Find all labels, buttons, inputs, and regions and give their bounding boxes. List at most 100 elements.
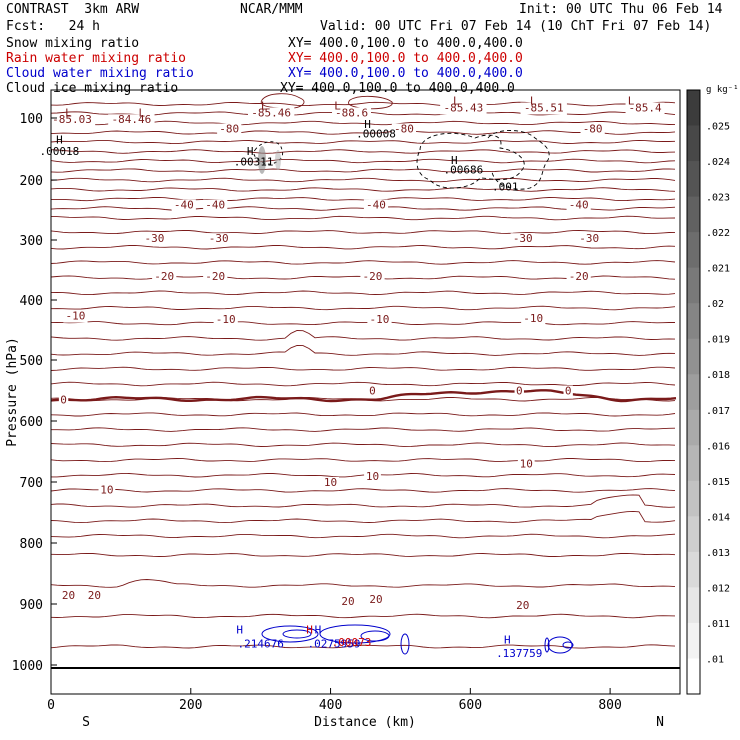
colorbar-label: .014	[706, 512, 730, 523]
x-tick-label: 0	[47, 698, 55, 713]
colorbar-segment	[687, 303, 700, 340]
tropopause-contour	[348, 95, 393, 110]
title-left: CONTRAST 3km ARW	[6, 2, 140, 17]
contour-label: H	[247, 145, 254, 158]
label-background	[85, 589, 103, 602]
cloud-water-contour	[562, 641, 574, 649]
label-background	[580, 123, 605, 136]
contour-label: -85.51	[524, 102, 564, 115]
y-tick-label: 400	[20, 294, 43, 309]
contour-label: -80	[219, 123, 239, 136]
label-background	[566, 271, 591, 283]
cloud-water-contour	[400, 633, 410, 655]
contour-label: L	[334, 99, 341, 112]
label-background	[63, 310, 88, 323]
cloud-water-contour	[544, 637, 550, 653]
colorbar-label: .013	[706, 548, 730, 559]
label-background	[364, 470, 381, 483]
cloud-water-contour	[360, 630, 390, 642]
colorbar-segment	[687, 374, 700, 411]
label-background	[322, 477, 339, 489]
isotherm-line	[50, 613, 676, 619]
contour-label: 10	[100, 483, 113, 496]
contour-label: -10	[523, 312, 543, 325]
x-tick-label: 600	[459, 698, 482, 713]
contour-label: -20	[154, 270, 174, 283]
label-background	[171, 199, 196, 212]
label-background	[217, 123, 242, 136]
label-background	[203, 271, 228, 283]
colorbar-label: .012	[706, 583, 730, 594]
y-tick-label: 1000	[12, 659, 43, 674]
isotherm-line	[50, 244, 676, 250]
colorbar-label: .019	[706, 335, 730, 346]
label-background	[367, 594, 385, 607]
contour-label: -40	[366, 199, 386, 212]
label-background	[367, 314, 392, 327]
contour-label: H	[364, 118, 371, 131]
contour-label: H	[315, 624, 322, 637]
colorbar-segment	[687, 161, 700, 198]
label-background	[60, 589, 77, 602]
title-center: NCAR/MMM	[240, 2, 303, 17]
cloud-water-contour	[547, 636, 573, 654]
y-tick-label: 700	[20, 476, 43, 491]
field-label-cloudice: Cloud ice mixing ratio	[6, 81, 179, 96]
colorbar-frame	[686, 89, 701, 695]
x-tick-label: 400	[319, 698, 342, 713]
y-tick-label: 900	[20, 598, 43, 613]
contour-label: -85.4	[628, 102, 661, 115]
north-label: N	[656, 715, 664, 730]
contour-label: -80	[394, 123, 414, 136]
contour-label: L	[139, 106, 146, 119]
field-label-cloudwater: Cloud water mixing ratio	[6, 66, 194, 81]
colorbar-label: .021	[706, 264, 730, 275]
contour-label: L	[453, 95, 460, 108]
isotherm-line	[50, 488, 676, 493]
isotherm-line	[51, 120, 676, 126]
colorbar-segment	[687, 196, 700, 233]
field-xy-cloudice: XY= 400.0,100.0 to 400.0,400.0	[280, 81, 515, 96]
isotherm-line	[50, 579, 676, 588]
isotherm-line	[51, 472, 676, 478]
contour-label: -85.03	[52, 113, 92, 126]
forecast-hour: Fcst: 24 h	[6, 19, 100, 34]
y-tick-label: 200	[20, 174, 43, 189]
colorbar-segment	[687, 267, 700, 304]
isotherm-line	[50, 321, 675, 326]
x-axis-title: Distance (km)	[314, 715, 416, 730]
colorbar-label: .018	[706, 370, 730, 381]
y-tick-label: 800	[20, 537, 43, 552]
isotherm-line	[50, 290, 676, 296]
contour-label: -30	[579, 232, 599, 245]
colorbar-segment	[687, 622, 700, 659]
contour-label: H	[236, 624, 243, 637]
contour-label: 0	[60, 394, 67, 407]
contour-label: .00686	[443, 163, 483, 176]
y-tick-label: 600	[20, 415, 43, 430]
isotherm-line	[50, 230, 676, 235]
isotherm-line	[50, 101, 676, 107]
contour-label: L	[530, 95, 537, 108]
contour-label: .0275959	[308, 638, 361, 651]
isotherm-line	[50, 305, 676, 311]
label-background	[58, 394, 69, 407]
isotherm-line	[50, 552, 676, 557]
colorbar-segment	[687, 480, 700, 517]
colorbar-label: .024	[706, 157, 730, 168]
contour-label: .00008	[356, 128, 396, 141]
colorbar-label: .025	[706, 122, 730, 133]
contour-label: -20	[205, 270, 225, 283]
colorbar-label: .022	[706, 228, 730, 239]
y-tick-label: 500	[20, 354, 43, 369]
label-background	[577, 233, 602, 246]
contour-label: 20	[62, 589, 75, 602]
label-background	[514, 600, 532, 613]
label-background	[520, 102, 567, 115]
snow-shading	[258, 146, 266, 174]
contour-label: .00073	[332, 636, 372, 649]
contour-label: .00018	[40, 145, 80, 158]
contour-label: 0	[565, 385, 572, 398]
colorbar-segment	[687, 409, 700, 446]
label-background	[440, 102, 487, 115]
